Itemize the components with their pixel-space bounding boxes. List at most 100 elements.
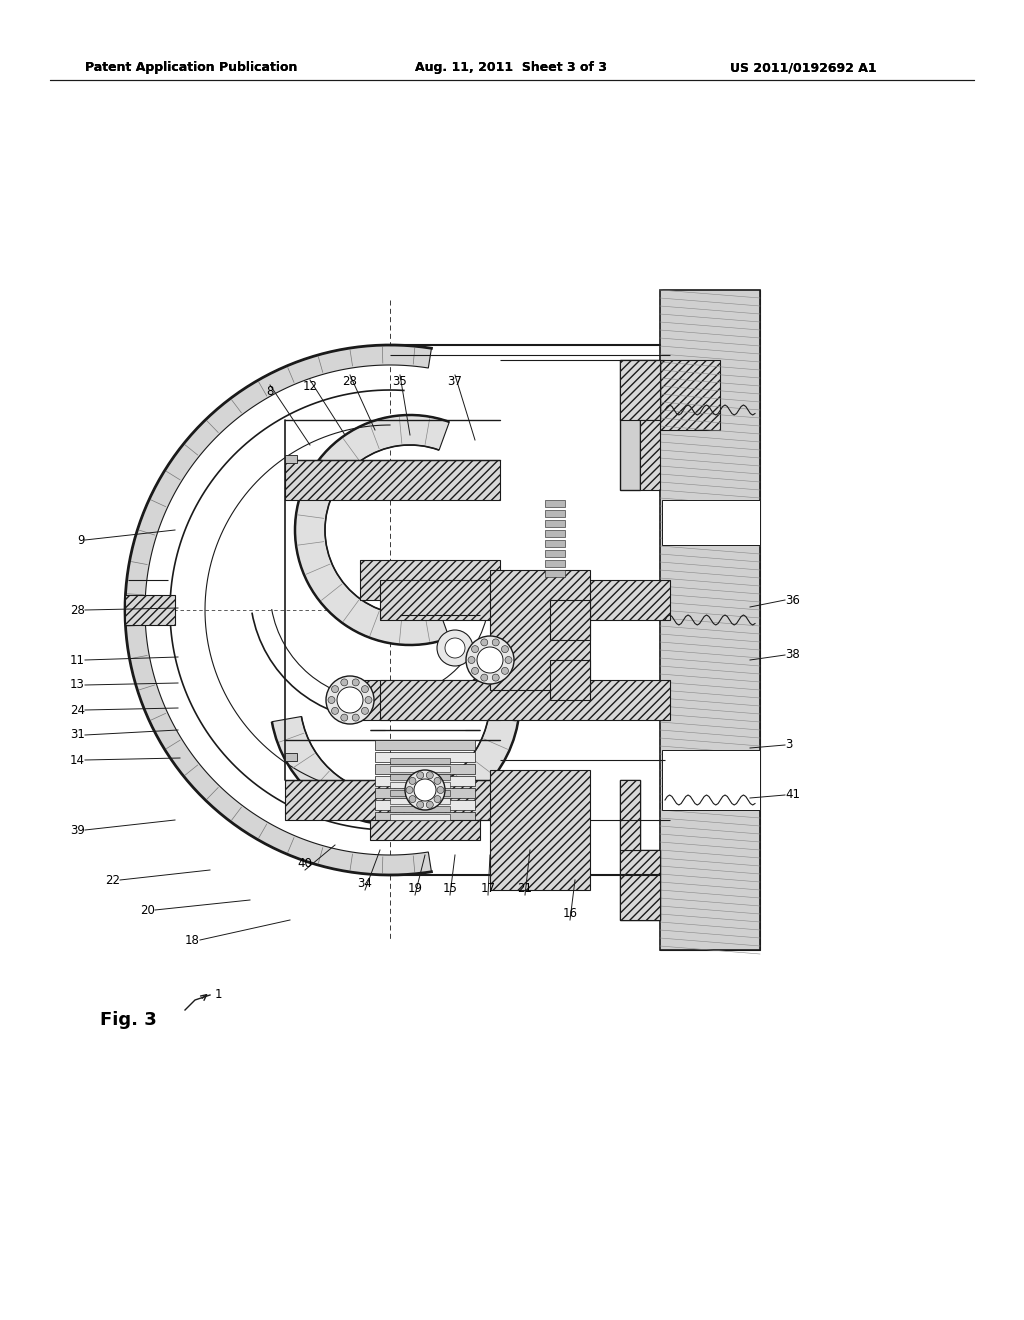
Circle shape (406, 787, 413, 793)
Circle shape (328, 697, 335, 704)
Bar (370, 820, 480, 840)
Text: 9: 9 (78, 533, 85, 546)
Bar (390, 766, 450, 772)
Polygon shape (620, 780, 660, 920)
Bar (545, 531, 565, 537)
Text: 31: 31 (70, 729, 85, 742)
Circle shape (481, 639, 487, 645)
Circle shape (502, 668, 509, 675)
Circle shape (414, 779, 436, 801)
Circle shape (471, 645, 478, 652)
Text: 40: 40 (298, 857, 312, 870)
Circle shape (426, 801, 433, 808)
Circle shape (326, 676, 374, 723)
Circle shape (502, 645, 509, 652)
Bar (390, 781, 450, 788)
Bar (545, 510, 565, 517)
Text: 24: 24 (70, 704, 85, 717)
Circle shape (417, 772, 424, 779)
Text: 15: 15 (442, 882, 458, 895)
Text: US 2011/0192692 A1: US 2011/0192692 A1 (730, 62, 877, 74)
Text: 34: 34 (357, 876, 373, 890)
Text: Fig. 3: Fig. 3 (100, 1011, 157, 1030)
Text: 38: 38 (785, 648, 800, 661)
Text: Aug. 11, 2011  Sheet 3 of 3: Aug. 11, 2011 Sheet 3 of 3 (415, 62, 607, 74)
Polygon shape (295, 414, 450, 645)
Text: 16: 16 (562, 907, 578, 920)
Circle shape (471, 668, 478, 675)
Bar (490, 570, 590, 690)
Circle shape (493, 675, 500, 681)
Text: 28: 28 (70, 603, 85, 616)
Bar (390, 807, 450, 812)
Bar (390, 789, 450, 796)
Text: 37: 37 (447, 375, 463, 388)
Circle shape (409, 777, 416, 784)
Text: Patent Application Publication: Patent Application Publication (85, 62, 297, 74)
Circle shape (341, 714, 348, 721)
Bar (550, 601, 590, 640)
Bar (125, 595, 175, 624)
Circle shape (445, 638, 465, 657)
Text: 19: 19 (408, 882, 423, 895)
Text: 35: 35 (392, 375, 408, 388)
Bar (545, 540, 565, 546)
Text: Aug. 11, 2011  Sheet 3 of 3: Aug. 11, 2011 Sheet 3 of 3 (415, 62, 607, 74)
Text: 28: 28 (343, 375, 357, 388)
Text: 21: 21 (517, 882, 532, 895)
Polygon shape (620, 780, 640, 850)
Bar (380, 579, 670, 620)
Text: 12: 12 (302, 380, 317, 393)
Circle shape (406, 770, 445, 810)
Text: Patent Application Publication: Patent Application Publication (85, 62, 297, 74)
Circle shape (352, 714, 359, 721)
Polygon shape (272, 700, 520, 825)
Bar (390, 758, 450, 764)
Circle shape (493, 639, 500, 645)
Bar (285, 752, 297, 762)
Bar (660, 290, 760, 950)
Bar (545, 520, 565, 527)
Circle shape (352, 678, 359, 686)
Bar (375, 788, 475, 799)
Bar (545, 570, 565, 577)
Circle shape (477, 647, 503, 673)
Polygon shape (620, 360, 660, 490)
Circle shape (341, 678, 348, 686)
Text: 18: 18 (185, 933, 200, 946)
Circle shape (437, 630, 473, 667)
Bar (375, 764, 475, 774)
Bar (285, 459, 500, 500)
Bar (360, 560, 500, 601)
Text: 17: 17 (480, 882, 496, 895)
Text: US 2011/0192692 A1: US 2011/0192692 A1 (730, 62, 877, 74)
Bar (375, 741, 475, 750)
Bar (375, 800, 475, 810)
Text: 39: 39 (70, 824, 85, 837)
Bar (285, 455, 297, 463)
Bar (545, 500, 565, 507)
Bar (375, 776, 475, 785)
Circle shape (434, 777, 441, 784)
Bar (375, 812, 475, 822)
Circle shape (361, 708, 369, 714)
Circle shape (365, 697, 372, 704)
Bar (545, 560, 565, 568)
Bar (360, 680, 500, 719)
Circle shape (332, 685, 339, 693)
Text: 3: 3 (785, 738, 793, 751)
Text: 13: 13 (70, 678, 85, 692)
Text: 36: 36 (785, 594, 800, 606)
Circle shape (361, 685, 369, 693)
Polygon shape (620, 360, 660, 420)
Text: 14: 14 (70, 754, 85, 767)
Bar (662, 500, 760, 545)
Bar (660, 360, 720, 430)
Bar (390, 799, 450, 804)
Bar (390, 814, 450, 820)
Text: 1: 1 (215, 989, 222, 1002)
Polygon shape (640, 420, 660, 490)
Text: 11: 11 (70, 653, 85, 667)
Circle shape (505, 656, 512, 664)
Bar (390, 774, 450, 780)
